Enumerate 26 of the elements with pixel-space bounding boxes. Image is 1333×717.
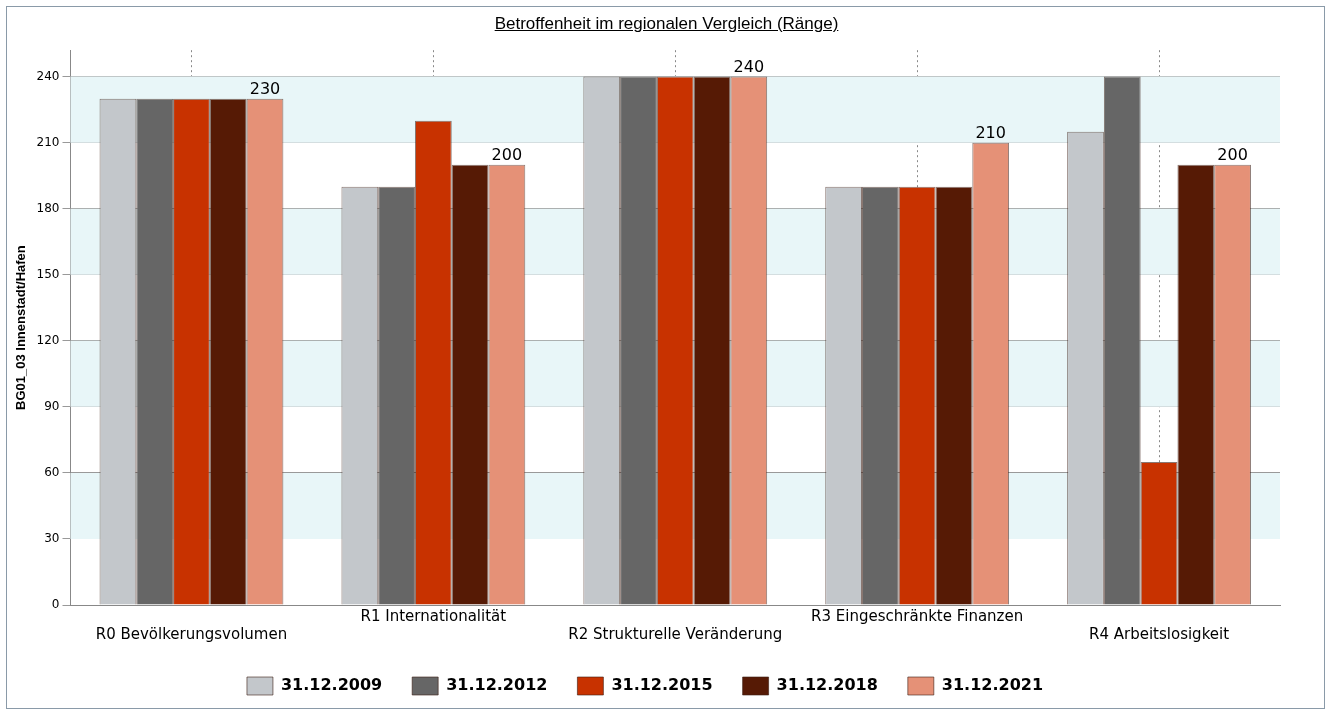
data-label: 200 <box>491 144 523 164</box>
y-tick-label: 0 <box>51 597 60 612</box>
y-tick-label: 30 <box>44 531 60 546</box>
legend-label: 31.12.2018 <box>776 675 878 695</box>
x-tick-label: R2 Strukturelle Veränderung <box>568 624 783 643</box>
y-tick-label: 120 <box>36 332 60 347</box>
y-tick-label: 210 <box>36 134 60 149</box>
legend-label: 31.12.2012 <box>446 675 548 695</box>
legend-label: 31.12.2015 <box>611 675 713 695</box>
y-axis-title: BG01_03 Innenstadt/Hafen <box>13 245 29 410</box>
legend-label: 31.12.2009 <box>280 675 383 695</box>
x-tick-label: R3 Eingeschränkte Finanzen <box>811 606 1024 625</box>
legend-label: 31.12.2021 <box>941 675 1044 695</box>
data-label: 240 <box>733 56 765 76</box>
data-label: 200 <box>1217 144 1248 164</box>
y-tick-label: 240 <box>36 68 60 83</box>
x-tick-label: R4 Arbeitslosigkeit <box>1089 624 1230 643</box>
x-tick-label: R0 Bevölkerungsvolumen <box>95 624 288 643</box>
chart-title: Betroffenheit im regionalen Vergleich (Ränge) <box>493 14 840 34</box>
y-tick-label: 60 <box>44 465 60 480</box>
y-tick-label: 90 <box>44 398 60 413</box>
data-label: 210 <box>975 122 1006 142</box>
data-label: 230 <box>249 78 281 98</box>
y-tick-label: 180 <box>36 200 60 215</box>
y-tick-label: 150 <box>36 266 60 281</box>
x-tick-label: R1 Internationalität <box>360 606 507 625</box>
